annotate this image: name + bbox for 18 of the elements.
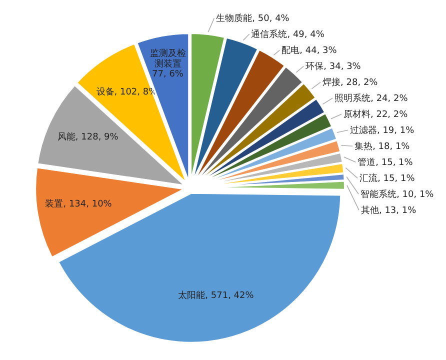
slice-label: 配电, 44, 3% (282, 45, 338, 56)
slice-label: 焊接, 28, 2% (322, 77, 378, 88)
slice-label: 集热, 18, 1% (354, 141, 410, 152)
slice-label: 智能系统, 10, 1% (360, 189, 434, 200)
slice-label: 生物质能, 50, 4% (216, 13, 290, 24)
slice-label: 太阳能, 571, 42% (178, 290, 254, 301)
data-label: 77, 6% (152, 70, 184, 80)
slice-label: 汇流, 15, 1% (360, 173, 416, 184)
slice-label: 其他, 13, 1% (360, 205, 417, 216)
slice-label: 通信系统, 49, 4% (251, 29, 325, 40)
slice-label: 风能, 128, 9% (57, 132, 119, 143)
slice-label: 原材料, 22, 2% (344, 109, 408, 120)
slice-label: 装置, 134, 10% (45, 198, 112, 210)
slice-label: 监测及检测装置 (150, 48, 186, 70)
slice-label: 管道, 15, 1% (358, 157, 414, 168)
slice-label: 过滤器, 19, 1% (350, 125, 415, 136)
slice-label: 环保, 34, 3% (306, 61, 362, 72)
slice-label: 照明系统, 24, 2% (334, 93, 408, 104)
